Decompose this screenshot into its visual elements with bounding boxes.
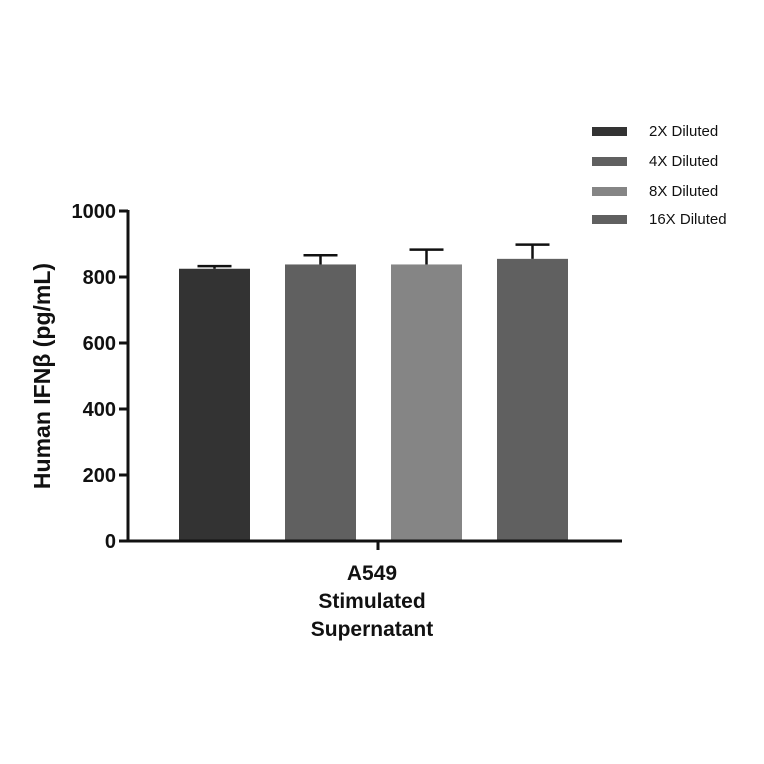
x-category-label: A549 Stimulated Supernatant	[311, 562, 434, 641]
legend-label-3: 8X Diluted	[649, 183, 718, 200]
y-tick-label-1: 200	[83, 465, 116, 487]
legend-label-4: 16X Diluted	[649, 211, 727, 228]
y-tick-label-4: 800	[83, 267, 116, 289]
legend-swatch-1	[592, 127, 627, 136]
legend-item-4: 16X Diluted	[592, 211, 727, 228]
legend: 2X Diluted 4X Diluted 8X Diluted 16X Dilute…	[592, 123, 727, 228]
legend-swatch-2	[592, 157, 627, 166]
legend-item-2: 4X Diluted	[592, 153, 718, 170]
y-tick-label-3: 600	[83, 333, 116, 355]
bar-2	[285, 264, 356, 541]
bar-3	[391, 264, 462, 541]
y-axis-label: Human IFNβ (pg/mL)	[29, 263, 55, 489]
y-tick-label-2: 400	[83, 399, 116, 421]
legend-label-1: 2X Diluted	[649, 123, 718, 140]
bar-1	[179, 268, 250, 541]
axes-group	[119, 209, 622, 550]
x-category-label-line-3: Supernatant	[311, 618, 434, 641]
legend-swatch-3	[592, 187, 627, 196]
y-tick-label-0: 0	[105, 531, 116, 553]
legend-item-3: 8X Diluted	[592, 183, 718, 200]
legend-swatch-4	[592, 215, 627, 224]
y-tick-label-5: 1000	[72, 201, 117, 223]
labels-group: 0 200 400 600 800 1000 A549 Stimulated Supernata…	[29, 201, 433, 641]
x-category-label-line-1: A549	[347, 562, 397, 585]
x-category-label-line-2: Stimulated	[318, 590, 425, 613]
bar-4	[497, 258, 568, 541]
legend-item-1: 2X Diluted	[592, 123, 718, 140]
bars-group	[179, 243, 568, 541]
legend-label-2: 4X Diluted	[649, 153, 718, 170]
